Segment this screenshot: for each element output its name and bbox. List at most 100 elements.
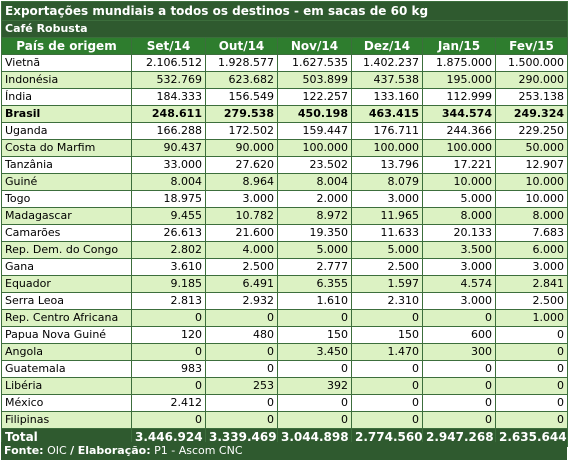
table-row: Filipinas 0 0 0 0 0 0	[1, 411, 568, 429]
value-cell: 0	[422, 377, 496, 395]
value-cell: 2.500	[494, 292, 568, 310]
value-cell: 21.600	[205, 224, 278, 242]
table-row: Uganda 166.288 172.502 159.447 176.711 244.36…	[1, 122, 568, 140]
value-cell: 0	[351, 309, 423, 327]
value-cell: 5.000	[351, 241, 423, 259]
country-cell: Costa do Marfim	[1, 139, 132, 157]
value-cell: 532.769	[131, 71, 206, 89]
source-label: Fonte:	[4, 444, 44, 457]
table-row: Papua Nova Guiné 120 480 150 150 600 0	[1, 326, 568, 344]
value-cell: 2.813	[131, 292, 206, 310]
value-cell: 0	[422, 411, 496, 429]
value-cell: 2.802	[131, 241, 206, 259]
value-cell: 122.257	[277, 88, 352, 106]
table-row: Tanzânia 33.000 27.620 23.502 13.796 17.221 12…	[1, 156, 568, 174]
value-cell: 133.160	[351, 88, 423, 106]
value-cell: 3.000	[205, 190, 278, 208]
value-cell: 1.610	[277, 292, 352, 310]
value-cell: 112.999	[422, 88, 496, 106]
value-cell: 0	[131, 343, 206, 361]
value-cell: 0	[205, 309, 278, 327]
exports-table: Exportações mundiais a todos os destinos…	[0, 1, 568, 447]
column-header: Fev/15	[494, 37, 568, 55]
value-cell: 90.000	[205, 139, 278, 157]
value-cell: 8.964	[205, 173, 278, 191]
table-row: Guatemala 983 0 0 0 0 0	[1, 360, 568, 378]
value-cell: 9.455	[131, 207, 206, 225]
value-cell: 8.079	[351, 173, 423, 191]
value-cell: 159.447	[277, 122, 352, 140]
value-cell: 2.841	[494, 275, 568, 293]
country-cell: Indonésia	[1, 71, 132, 89]
value-cell: 90.437	[131, 139, 206, 157]
table-row: Índia 184.333 156.549 122.257 133.160 112.999…	[1, 88, 568, 106]
country-cell: Rep. Dem. do Congo	[1, 241, 132, 259]
value-cell: 13.796	[351, 156, 423, 174]
source-value: OIC	[47, 444, 67, 457]
value-cell: 8.004	[131, 173, 206, 191]
value-cell: 0	[494, 360, 568, 378]
value-cell: 0	[205, 411, 278, 429]
table-title: Exportações mundiais a todos os destinos…	[0, 1, 568, 21]
value-cell: 0	[277, 394, 352, 412]
value-cell: 3.000	[494, 258, 568, 276]
value-cell: 120	[131, 326, 206, 344]
column-header: Nov/14	[277, 37, 352, 55]
value-cell: 0	[131, 309, 206, 327]
column-header: País de origem	[1, 37, 132, 55]
table-row: Serra Leoa 2.813 2.932 1.610 2.310 3.000 2.500	[1, 292, 568, 310]
value-cell: 0	[351, 411, 423, 429]
value-cell: 7.683	[494, 224, 568, 242]
value-cell: 2.310	[351, 292, 423, 310]
value-cell: 150	[351, 326, 423, 344]
value-cell: 0	[494, 326, 568, 344]
value-cell: 19.350	[277, 224, 352, 242]
value-cell: 600	[422, 326, 496, 344]
country-cell: Guiné	[1, 173, 132, 191]
column-header: Dez/14	[351, 37, 423, 55]
value-cell: 2.000	[277, 190, 352, 208]
value-cell: 3.450	[277, 343, 352, 361]
value-cell: 248.611	[131, 105, 206, 123]
value-cell: 0	[351, 377, 423, 395]
value-cell: 3.000	[351, 190, 423, 208]
country-cell: México	[1, 394, 132, 412]
country-cell: Guatemala	[1, 360, 132, 378]
value-cell: 6.000	[494, 241, 568, 259]
value-cell: 2.412	[131, 394, 206, 412]
value-cell: 18.975	[131, 190, 206, 208]
country-cell: Papua Nova Guiné	[1, 326, 132, 344]
value-cell: 1.928.577	[205, 54, 278, 72]
table-row: Costa do Marfim 90.437 90.000 100.000 100.00…	[1, 139, 568, 157]
value-cell: 1.500.000	[494, 54, 568, 72]
table-row: Togo 18.975 3.000 2.000 3.000 5.000 10.000	[1, 190, 568, 208]
value-cell: 0	[494, 343, 568, 361]
value-cell: 253.138	[494, 88, 568, 106]
value-cell: 23.502	[277, 156, 352, 174]
value-cell: 8.000	[494, 207, 568, 225]
value-cell: 229.250	[494, 122, 568, 140]
value-cell: 1.597	[351, 275, 423, 293]
value-cell: 0	[494, 394, 568, 412]
value-cell: 4.000	[205, 241, 278, 259]
value-cell: 12.907	[494, 156, 568, 174]
value-cell: 2.500	[351, 258, 423, 276]
table-row: Indonésia 532.769 623.682 503.899 437.538 195…	[1, 71, 568, 89]
value-cell: 253	[205, 377, 278, 395]
value-cell: 176.711	[351, 122, 423, 140]
table-row: Gana 3.610 2.500 2.777 2.500 3.000 3.000	[1, 258, 568, 276]
table-subtitle-row: Café Robusta	[0, 20, 568, 38]
value-cell: 156.549	[205, 88, 278, 106]
value-cell: 26.613	[131, 224, 206, 242]
credit-label: Elaboração:	[77, 444, 151, 457]
value-cell: 10.000	[494, 173, 568, 191]
value-cell: 150	[277, 326, 352, 344]
value-cell: 290.000	[494, 71, 568, 89]
table-row: Guiné 8.004 8.964 8.004 8.079 10.000 10.000	[1, 173, 568, 191]
table-subtitle: Café Robusta	[0, 20, 568, 38]
value-cell: 184.333	[131, 88, 206, 106]
country-cell: Angola	[1, 343, 132, 361]
value-cell: 450.198	[277, 105, 352, 123]
table-row: Camarões 26.613 21.600 19.350 11.633 20.133 7.…	[1, 224, 568, 242]
